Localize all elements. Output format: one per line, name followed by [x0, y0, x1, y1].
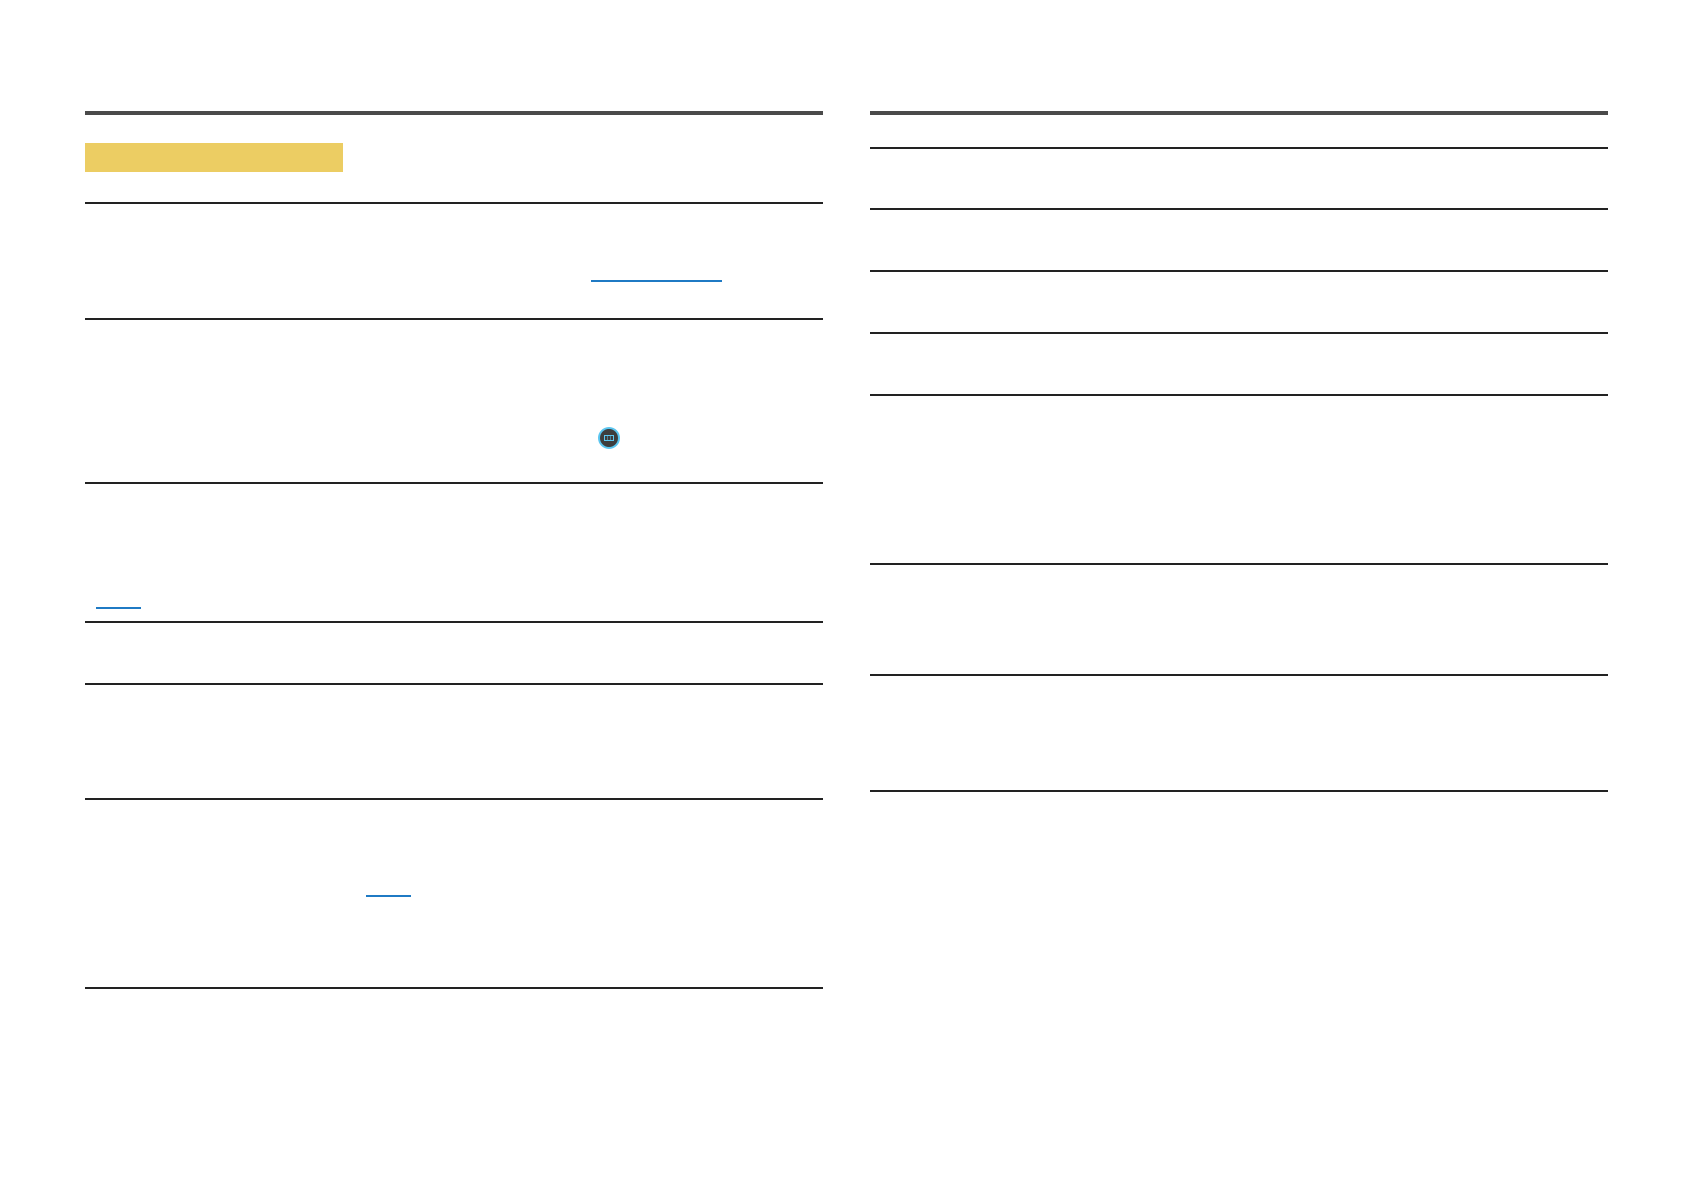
row-divider — [85, 482, 823, 484]
row-divider — [85, 318, 823, 320]
link[interactable] — [591, 280, 722, 282]
row-divider — [85, 987, 823, 989]
section-title-highlight — [85, 143, 343, 172]
row-divider — [870, 563, 1608, 565]
left-header-rule — [85, 111, 823, 115]
row-divider — [870, 674, 1608, 676]
row-divider — [85, 683, 823, 685]
row-divider — [870, 147, 1608, 149]
menu-button-icon — [600, 429, 618, 447]
row-divider — [85, 202, 823, 204]
link[interactable] — [366, 895, 411, 897]
row-divider — [870, 208, 1608, 210]
row-divider — [870, 332, 1608, 334]
row-divider — [870, 790, 1608, 792]
row-divider — [85, 621, 823, 623]
row-divider — [870, 270, 1608, 272]
link[interactable] — [96, 607, 141, 609]
row-divider — [870, 394, 1608, 396]
row-divider — [85, 798, 823, 800]
right-header-rule — [870, 111, 1608, 115]
